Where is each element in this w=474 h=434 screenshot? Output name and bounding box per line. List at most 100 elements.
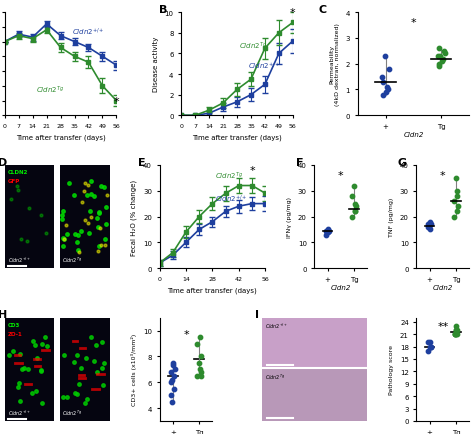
Text: *: *	[440, 171, 446, 181]
Point	[436, 53, 444, 60]
Bar	[60, 165, 110, 269]
Bar	[5, 165, 55, 269]
Text: ZO-1: ZO-1	[8, 331, 23, 336]
Point	[435, 61, 443, 68]
Point	[450, 198, 458, 205]
Point	[435, 46, 443, 53]
Bar	[262, 369, 367, 421]
Text: $Cldn2^{+/+}$: $Cldn2^{+/+}$	[8, 408, 31, 417]
Point	[452, 331, 459, 338]
Text: C: C	[319, 5, 327, 15]
Point	[440, 48, 448, 55]
X-axis label: Time after transfer (days): Time after transfer (days)	[192, 134, 282, 141]
Point	[383, 84, 391, 91]
Text: Cldn2: Cldn2	[433, 284, 453, 290]
Text: $Cldn2^{+/+}$: $Cldn2^{+/+}$	[8, 255, 31, 265]
Point	[379, 79, 387, 86]
Text: *: *	[114, 97, 119, 107]
Text: *: *	[183, 329, 189, 339]
Point	[453, 175, 460, 182]
Text: $Cldn2^{Tg}$: $Cldn2^{Tg}$	[62, 408, 82, 417]
Point	[452, 331, 459, 338]
Point	[378, 74, 386, 81]
Point	[351, 183, 358, 190]
Point	[195, 359, 203, 366]
Point	[351, 208, 359, 215]
Point	[169, 362, 177, 369]
Point	[196, 334, 203, 341]
Point	[325, 229, 332, 236]
Text: $Cldn2^{Tg}$: $Cldn2^{Tg}$	[62, 255, 82, 265]
Text: $Cldn2^{Tg}$: $Cldn2^{Tg}$	[239, 40, 267, 52]
Text: GFP: GFP	[8, 179, 20, 184]
X-axis label: Time after transfer (days): Time after transfer (days)	[16, 134, 105, 141]
Point	[425, 348, 432, 355]
Text: *: *	[249, 166, 255, 176]
Point	[384, 87, 392, 94]
Point	[426, 227, 434, 233]
Text: **: **	[437, 321, 448, 331]
Text: CLDN2: CLDN2	[8, 170, 28, 174]
Point	[323, 229, 331, 236]
Text: *: *	[410, 18, 416, 28]
Text: *: *	[338, 171, 344, 181]
Text: $Cldn2^{Tg}$: $Cldn2^{Tg}$	[265, 372, 285, 381]
Point	[167, 392, 174, 399]
Point	[169, 359, 176, 366]
Point	[198, 368, 205, 375]
Point	[427, 343, 434, 350]
Point	[453, 331, 461, 338]
Point	[352, 201, 359, 207]
Text: $Cldn2^{Tg}$: $Cldn2^{Tg}$	[215, 170, 243, 181]
Point	[452, 327, 460, 334]
Text: CD3: CD3	[8, 322, 20, 327]
Point	[428, 221, 435, 228]
Point	[453, 323, 460, 330]
Bar	[5, 318, 55, 421]
Y-axis label: Fecal H₂O (% change): Fecal H₂O (% change)	[131, 179, 137, 255]
Bar	[262, 318, 367, 368]
Bar	[60, 318, 110, 421]
Text: $Cldn2^{+/+}$: $Cldn2^{+/+}$	[265, 321, 288, 330]
Point	[435, 64, 443, 71]
Y-axis label: CD3+ cells (x10³/mm²): CD3+ cells (x10³/mm²)	[131, 333, 137, 405]
Point	[349, 214, 356, 220]
Point	[453, 327, 461, 334]
Point	[167, 379, 175, 386]
Point	[451, 214, 458, 220]
Point	[425, 224, 432, 231]
Y-axis label: TNF (pg/mg): TNF (pg/mg)	[389, 197, 394, 237]
X-axis label: Time after transfer (days): Time after transfer (days)	[167, 287, 257, 293]
Point	[425, 221, 432, 228]
Point	[170, 372, 178, 379]
Point	[441, 51, 449, 58]
Point	[193, 372, 201, 379]
Point	[352, 208, 359, 215]
Y-axis label: Disease activity: Disease activity	[153, 37, 159, 92]
Point	[168, 376, 175, 383]
Point	[434, 53, 441, 60]
Point	[326, 228, 333, 235]
Point	[427, 343, 434, 350]
Point	[197, 366, 204, 373]
Point	[454, 203, 462, 210]
Y-axis label: Pathology score: Pathology score	[389, 345, 394, 395]
Point	[324, 227, 332, 233]
Point	[439, 56, 447, 63]
Point	[438, 59, 446, 66]
Point	[427, 219, 434, 226]
Y-axis label: IFNγ (pg/mg): IFNγ (pg/mg)	[287, 197, 292, 237]
Point	[193, 340, 201, 347]
Point	[452, 331, 459, 338]
Point	[197, 372, 205, 379]
Text: G: G	[398, 157, 407, 167]
Point	[171, 366, 179, 373]
Text: $Cldn2^{+/+}$: $Cldn2^{+/+}$	[215, 193, 247, 204]
Text: $Cldn2^{+/+}$: $Cldn2^{+/+}$	[248, 61, 281, 72]
Text: $Cldn2^{Tg}$: $Cldn2^{Tg}$	[36, 85, 64, 96]
Text: I: I	[255, 310, 259, 320]
Point	[453, 208, 461, 215]
Point	[352, 203, 360, 210]
Text: E: E	[138, 157, 146, 167]
Point	[427, 343, 435, 350]
